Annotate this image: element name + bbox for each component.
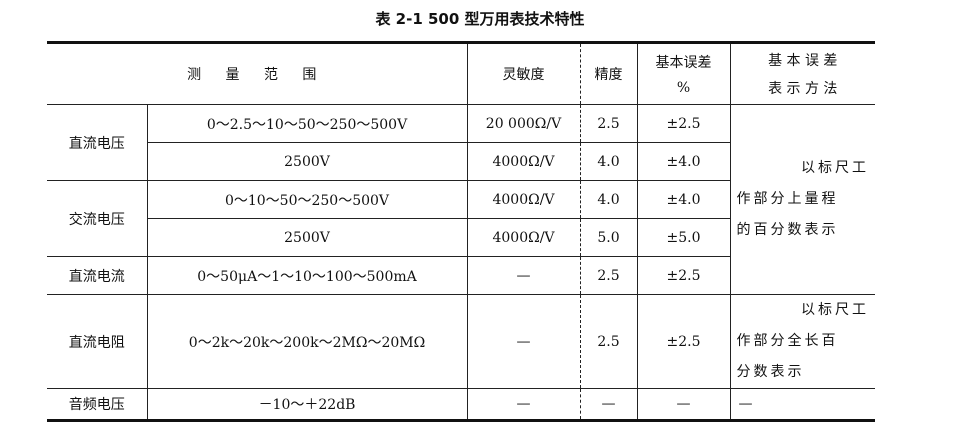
header-method-line1: 基 本 误 差 xyxy=(768,53,838,69)
error-cell: ±5.0 xyxy=(636,218,731,257)
error-cell: ±4.0 xyxy=(636,142,731,181)
table-row: 交流电压 0～10～50～250～500V 4000Ω/V 4.0 ±4.0 xyxy=(47,180,875,257)
header-accuracy: 精度 xyxy=(579,41,638,105)
table-title: 表 2-1 500 型万用表技术特性 xyxy=(375,10,585,28)
category-cell: 直流电阻 xyxy=(47,294,148,389)
method-lower-line1: 以标尺工 xyxy=(801,302,870,318)
table-row: 音频电压 －10～＋22dB — — — — xyxy=(47,388,876,422)
header-method: 基 本 误 差表 示 方 法 xyxy=(729,41,876,105)
header-error-line1: 基本误差 xyxy=(655,55,712,71)
header-sensitivity: 灵敏度 xyxy=(466,41,581,105)
header-method-line2: 表 示 方 法 xyxy=(768,81,838,97)
table-row: 2500V 4000Ω/V 5.0 ±5.0 xyxy=(47,218,875,257)
header-row: 测 量 范 围 灵敏度 精度 基本误差% 基 本 误 差表 示 方 法 xyxy=(47,41,876,105)
header-range: 测 量 范 围 xyxy=(47,41,468,105)
range-cell: 0～50μA～1～10～100～500mA xyxy=(146,256,468,295)
error-cell: ±2.5 xyxy=(636,104,731,143)
error-cell: ±2.5 xyxy=(636,256,731,295)
sensitivity-cell: 4000Ω/V xyxy=(466,180,581,219)
sensitivity-cell: — xyxy=(466,388,581,422)
header-error-line2: % xyxy=(676,80,691,96)
range-cell: 2500V xyxy=(147,218,468,257)
accuracy-cell: 2.5 xyxy=(579,256,638,295)
category-cell: 交流电压 xyxy=(47,180,148,257)
accuracy-cell: 2.5 xyxy=(579,104,638,143)
sensitivity-cell: — xyxy=(466,256,581,295)
method-upper-line2: 作部分上量程 xyxy=(736,191,839,207)
category-cell: 直流电流 xyxy=(47,256,148,295)
category-cell: 音频电压 xyxy=(47,388,148,422)
method-cell-upper: 以标尺工 作部分上量程 的百分数表示 xyxy=(729,104,876,295)
range-cell: －10～＋22dB xyxy=(146,388,468,422)
range-cell: 0～2k～20k～200k～2MΩ～20MΩ xyxy=(146,294,468,389)
method-cell: — xyxy=(729,388,876,422)
sensitivity-cell: 4000Ω/V xyxy=(466,218,581,257)
table-row: 直流电阻 0～2k～20k～200k～2MΩ～20MΩ — 2.5 ±2.5 以… xyxy=(47,294,876,389)
method-lower-line3: 分数表示 xyxy=(736,364,805,380)
method-upper-line1: 以标尺工 xyxy=(801,160,870,176)
table-row: 直流电压 0～2.5～10～50～250～500V 20 000Ω/V 2.5 … xyxy=(47,104,876,295)
category-cell: 直流电压 xyxy=(47,104,148,181)
error-cell: — xyxy=(636,388,731,422)
accuracy-cell: 4.0 xyxy=(579,180,638,219)
accuracy-cell: 4.0 xyxy=(579,142,638,181)
accuracy-cell: 5.0 xyxy=(579,218,638,257)
range-cell: 2500V xyxy=(147,142,468,181)
sensitivity-cell: 4000Ω/V xyxy=(466,142,581,181)
method-cell-lower: 以标尺工 作部分全长百 分数表示 xyxy=(729,294,876,389)
range-cell: 0～10～50～250～500V xyxy=(146,180,468,219)
method-upper-line3: 的百分数表示 xyxy=(736,222,839,238)
sensitivity-cell: 20 000Ω/V xyxy=(466,104,581,143)
method-lower-line2: 作部分全长百 xyxy=(736,333,839,349)
error-cell: ±4.0 xyxy=(636,180,731,219)
multimeter-spec-table: 测 量 范 围 灵敏度 精度 基本误差% 基 本 误 差表 示 方 法 直流电压… xyxy=(47,41,876,422)
table-row: 直流电流 0～50μA～1～10～100～500mA — 2.5 ±2.5 xyxy=(47,256,875,295)
accuracy-cell: 2.5 xyxy=(579,294,638,389)
error-cell: ±2.5 xyxy=(636,294,731,389)
accuracy-cell: — xyxy=(579,388,638,422)
range-cell: 0～2.5～10～50～250～500V xyxy=(146,104,468,143)
header-error: 基本误差% xyxy=(636,41,731,105)
sensitivity-cell: — xyxy=(466,294,581,389)
